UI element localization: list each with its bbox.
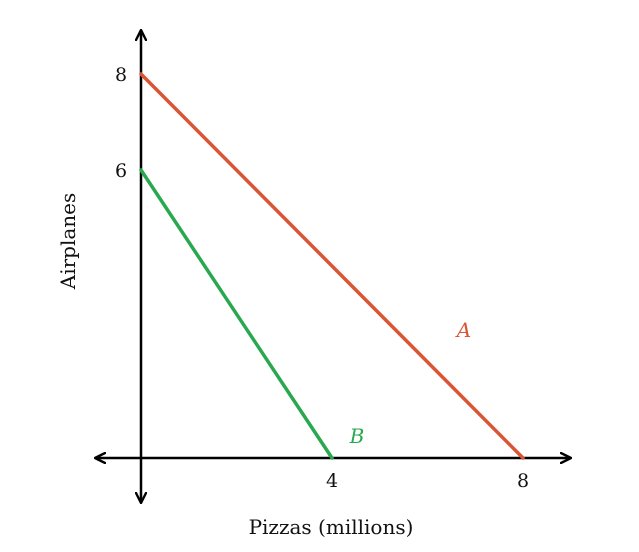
x-axis-title: Pizzas (millions) [249,515,414,539]
x-tick-label-8: 8 [517,470,529,492]
x-tick-label-4: 4 [326,470,338,492]
series-b-label: B [349,424,365,448]
y-tick-label-6: 6 [115,160,127,182]
series-b-line [139,168,334,460]
y-tick-label-8: 8 [115,64,127,86]
series-a-line [139,72,525,460]
series-a-label: A [455,318,471,342]
y-axis-title: Airplanes [56,193,80,291]
